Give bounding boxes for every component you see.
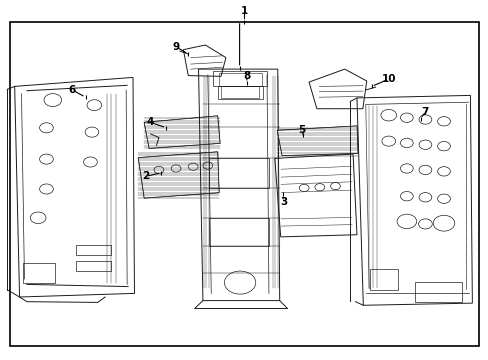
- Polygon shape: [138, 152, 219, 198]
- Text: 1: 1: [241, 6, 247, 16]
- Bar: [414, 282, 461, 302]
- Text: 3: 3: [280, 197, 286, 207]
- Text: 5: 5: [298, 125, 305, 135]
- Bar: [369, 269, 397, 290]
- Text: 6: 6: [69, 85, 76, 95]
- Bar: [217, 86, 262, 99]
- Bar: [76, 261, 111, 271]
- Bar: [76, 245, 111, 255]
- Bar: [221, 86, 259, 98]
- Text: 2: 2: [142, 171, 149, 181]
- Text: 10: 10: [381, 74, 395, 84]
- Text: 8: 8: [243, 71, 250, 81]
- Polygon shape: [277, 126, 357, 156]
- Text: 9: 9: [172, 42, 179, 52]
- Bar: [209, 158, 268, 188]
- Bar: [212, 71, 267, 86]
- Bar: [23, 263, 55, 283]
- Bar: [218, 73, 261, 86]
- Bar: [209, 218, 268, 246]
- Polygon shape: [144, 116, 220, 148]
- Text: 7: 7: [421, 107, 428, 117]
- Text: 4: 4: [146, 117, 154, 127]
